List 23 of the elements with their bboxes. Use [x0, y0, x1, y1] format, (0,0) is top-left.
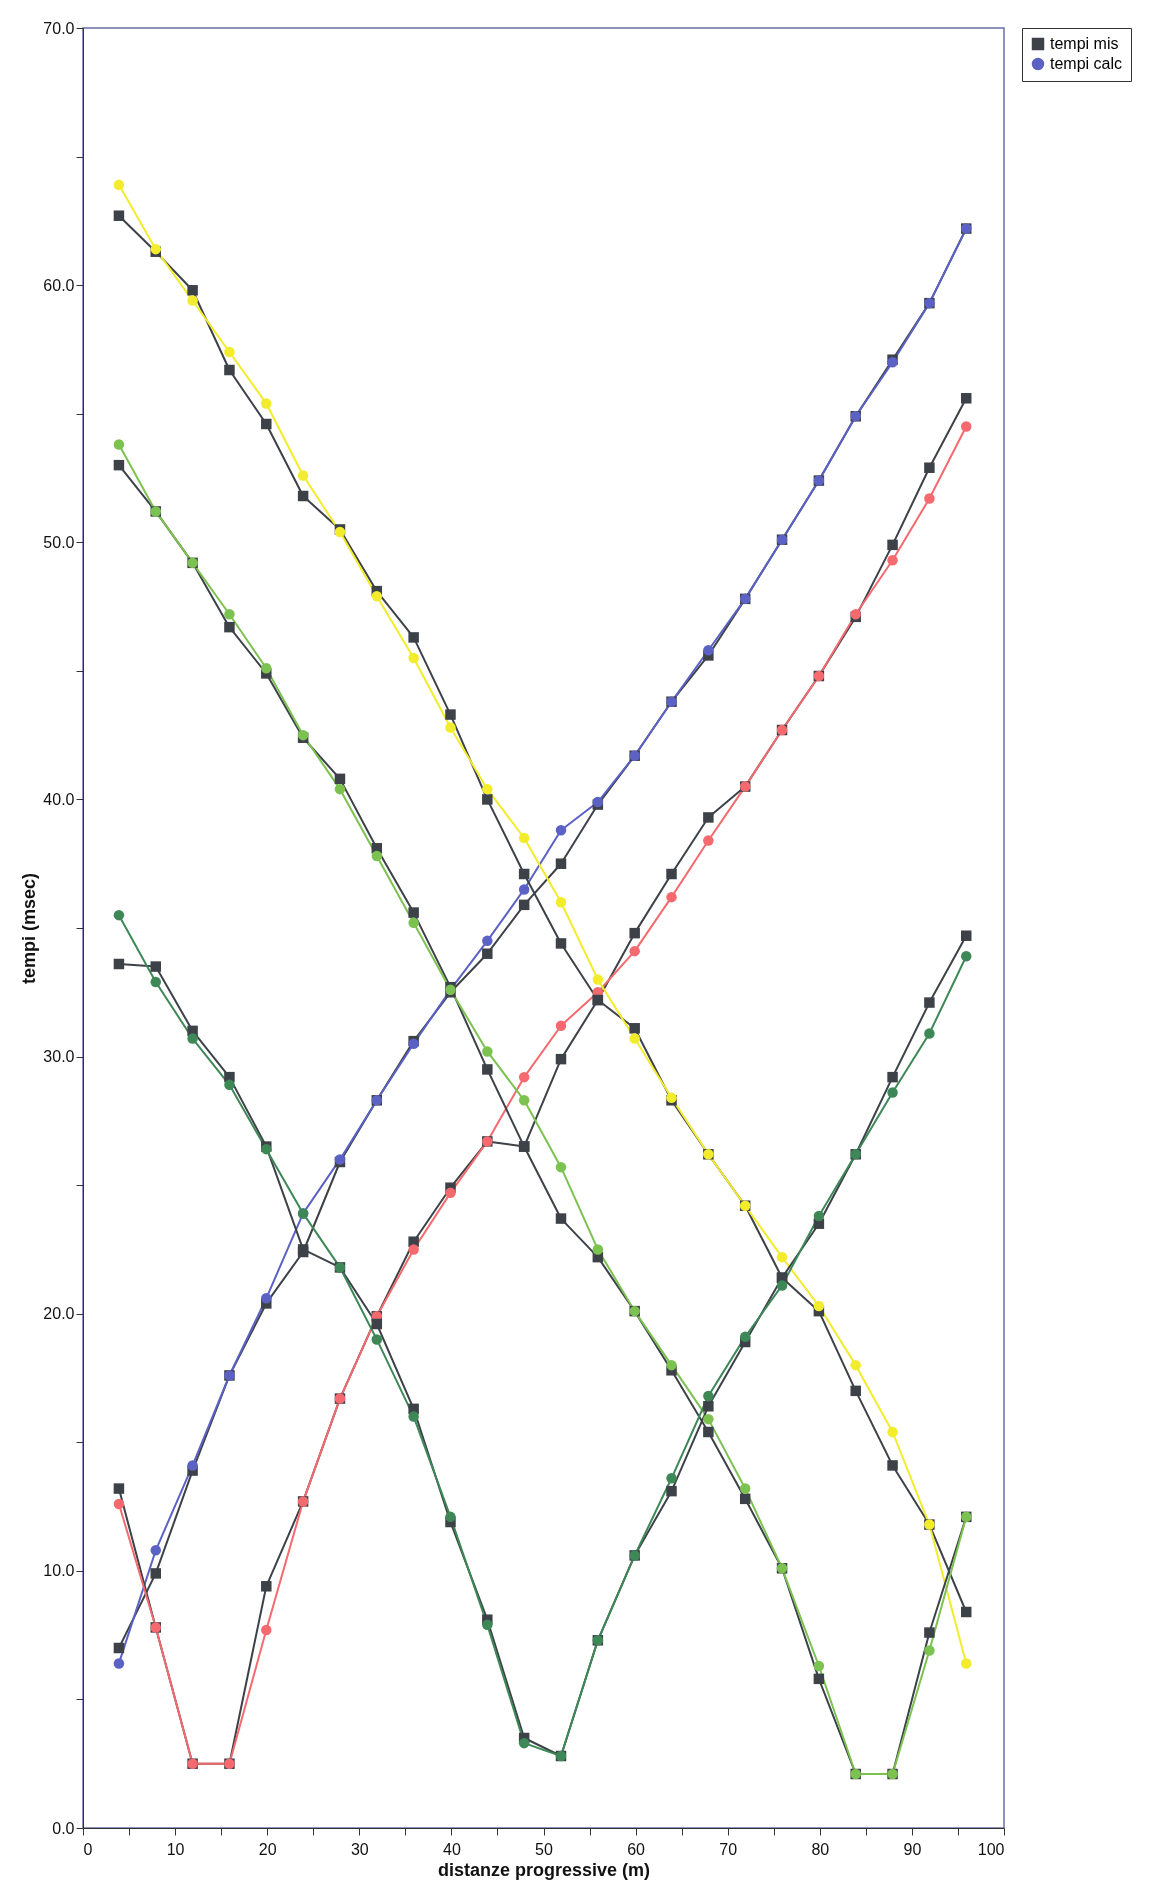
- x-axis-title: distanze progressive (m): [437, 1859, 651, 1880]
- x-tick-label: 80: [811, 1840, 830, 1858]
- legend-label: tempi calc: [1050, 55, 1123, 72]
- x-tick-label: 0: [83, 1840, 93, 1858]
- x-tick-label: 20: [258, 1840, 277, 1858]
- x-tick-label: 60: [627, 1840, 646, 1858]
- x-tick-label: 40: [443, 1840, 461, 1858]
- y-axis-title: tempi (msec): [19, 872, 40, 985]
- y-tick-label: 70.0: [43, 19, 75, 37]
- y-tick-label: 0.0: [52, 1819, 75, 1837]
- y-tick-label: 30.0: [43, 1048, 75, 1066]
- x-tick-label: 30: [350, 1840, 369, 1858]
- legend-label: tempi mis: [1050, 35, 1119, 52]
- x-tick-label: 10: [166, 1840, 185, 1858]
- y-tick-label: 10.0: [43, 1562, 75, 1580]
- x-tick-label: 100: [977, 1840, 1005, 1858]
- x-tick-label: 50: [535, 1840, 553, 1858]
- y-tick-label: 40.0: [43, 790, 75, 808]
- y-tick-label: 20.0: [43, 1305, 75, 1323]
- y-tick-label: 60.0: [43, 276, 75, 294]
- x-tick-label: 90: [903, 1840, 922, 1858]
- y-tick-label: 50.0: [43, 533, 75, 551]
- x-tick-label: 70: [719, 1840, 738, 1858]
